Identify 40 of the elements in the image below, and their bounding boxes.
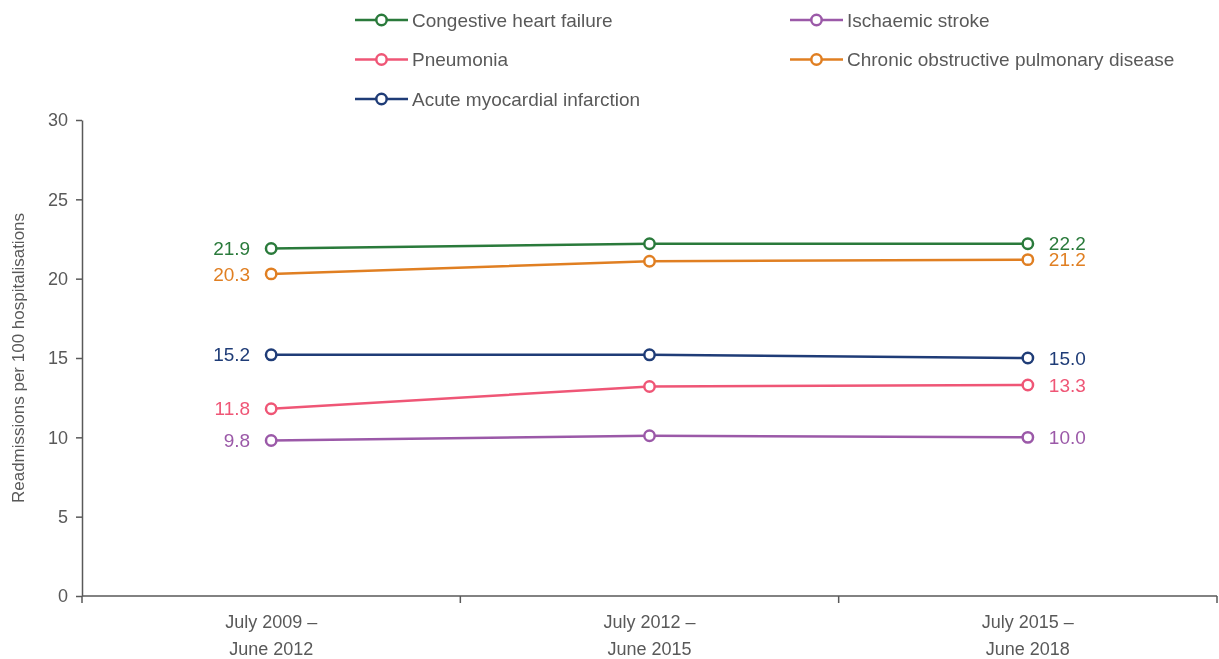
legend-label: Chronic obstructive pulmonary disease [847, 49, 1175, 71]
y-tick-label: 0 [57, 586, 68, 607]
y-tick-label: 20 [47, 268, 68, 289]
data-label: 20.3 [213, 263, 251, 285]
point [643, 380, 656, 393]
data-label: 10.0 [1048, 426, 1086, 448]
x-tick-label: July 2009 – June 2012 [225, 612, 318, 659]
point [643, 429, 656, 443]
y-tick-label: 30 [47, 110, 68, 131]
point [264, 242, 278, 255]
data-label: 21.2 [1048, 249, 1086, 271]
point [643, 237, 656, 251]
point [264, 434, 278, 447]
legend-label: Ischaemic stroke [847, 9, 990, 31]
y-tick-label: 5 [57, 506, 68, 527]
point [264, 267, 278, 281]
point [264, 402, 278, 416]
data-label: 15.0 [1048, 347, 1086, 369]
y-tick-label: 25 [47, 189, 68, 210]
point [1021, 237, 1035, 251]
point [1021, 253, 1035, 267]
data-label: 15.2 [213, 344, 251, 366]
x-tick-label: July 2012 – June 2015 [603, 612, 696, 659]
y-axis-title: Readmissions per 100 hospitalisations [9, 212, 28, 504]
data-label: 9.8 [223, 430, 251, 452]
point [1021, 351, 1035, 365]
legend-label: Congestive heart failure [412, 9, 613, 31]
y-tick-label: 10 [47, 427, 68, 448]
point [1021, 378, 1035, 392]
data-label: 11.8 [214, 398, 251, 420]
x-tick-label: July 2015 – June 2018 [981, 612, 1074, 659]
data-label: 13.3 [1048, 374, 1086, 396]
data-label: 21.9 [213, 238, 251, 260]
legend-label: Acute myocardial infarction [412, 88, 641, 110]
y-tick-label: 15 [47, 348, 68, 369]
point [643, 254, 656, 268]
point [264, 348, 278, 362]
point [643, 348, 656, 362]
point [1021, 430, 1035, 444]
legend-label: Pneumonia [412, 49, 509, 71]
